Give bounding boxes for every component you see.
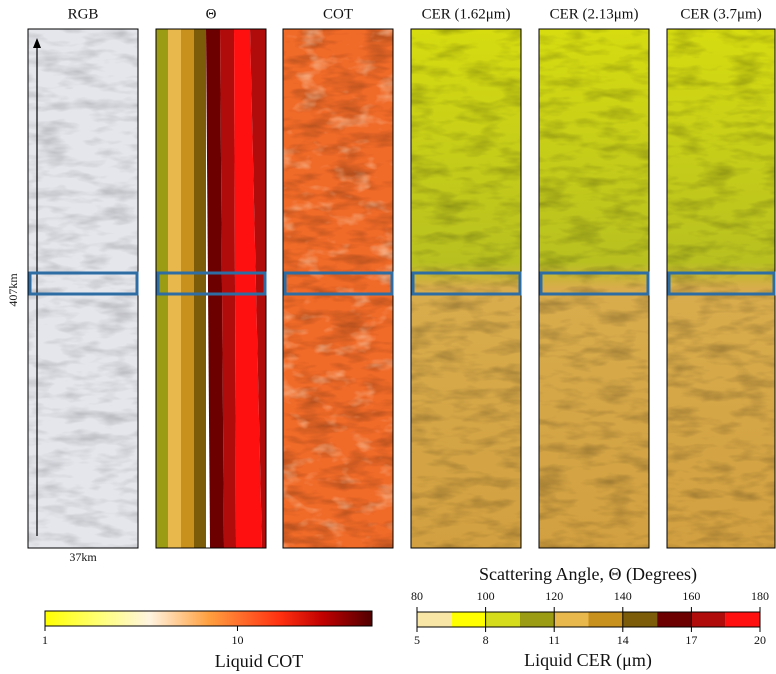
color-bin	[622, 612, 658, 627]
cer-tick-label: 8	[483, 633, 489, 647]
panel-titles: RGB Θ COT CER (1.62μm) CER (2.13μm) CER (3.7μ…	[68, 6, 762, 22]
panel-title: COT	[323, 6, 353, 22]
color-bin	[554, 612, 589, 627]
angle-tick-label: 100	[477, 589, 495, 603]
color-bin	[417, 612, 452, 627]
panel-title: Θ	[206, 6, 217, 22]
panel-title: RGB	[68, 6, 99, 22]
vertical-scale: 407km	[6, 273, 20, 307]
panel-title: CER (1.62μm)	[422, 6, 511, 22]
angle-tick-label: 80	[411, 589, 423, 603]
tick-label: 1	[42, 633, 48, 647]
angle-tick-label: 180	[751, 589, 769, 603]
color-bin	[485, 612, 520, 627]
panel-title: CER (2.13μm)	[550, 6, 639, 22]
color-bin	[657, 612, 692, 627]
theta-panel	[155, 28, 267, 549]
cer-colorbar: 80 100 120 140 160 180 5 8 11 14 17 20	[411, 589, 769, 647]
cot-colorbar: 1 10	[42, 610, 373, 647]
angle-tick-label: 140	[614, 589, 632, 603]
cer-panels	[410, 28, 776, 549]
color-bin	[691, 612, 726, 627]
cer-tick-label: 20	[754, 633, 766, 647]
highlight-boxes	[28, 271, 776, 296]
angle-tick-label: 160	[682, 589, 700, 603]
cer-tick-label: 17	[685, 633, 697, 647]
horizontal-scale: 37km	[69, 550, 97, 564]
angle-title: Scattering Angle, Θ (Degrees)	[479, 564, 697, 585]
cer-tick-label: 11	[548, 633, 560, 647]
cer-tick-label: 14	[617, 633, 629, 647]
color-bin	[519, 612, 555, 627]
cer-tick-label: 5	[414, 633, 420, 647]
cot-panel	[282, 28, 394, 549]
cot-label: Liquid COT	[215, 651, 304, 671]
color-bin	[588, 612, 623, 627]
cer-label: Liquid CER (μm)	[524, 650, 652, 671]
color-bin	[451, 612, 486, 627]
tick-label: 10	[231, 633, 243, 647]
rgb-panel	[27, 28, 139, 549]
angle-tick-label: 120	[545, 589, 563, 603]
panel-title: CER (3.7μm)	[680, 6, 761, 22]
color-bin	[725, 612, 760, 627]
